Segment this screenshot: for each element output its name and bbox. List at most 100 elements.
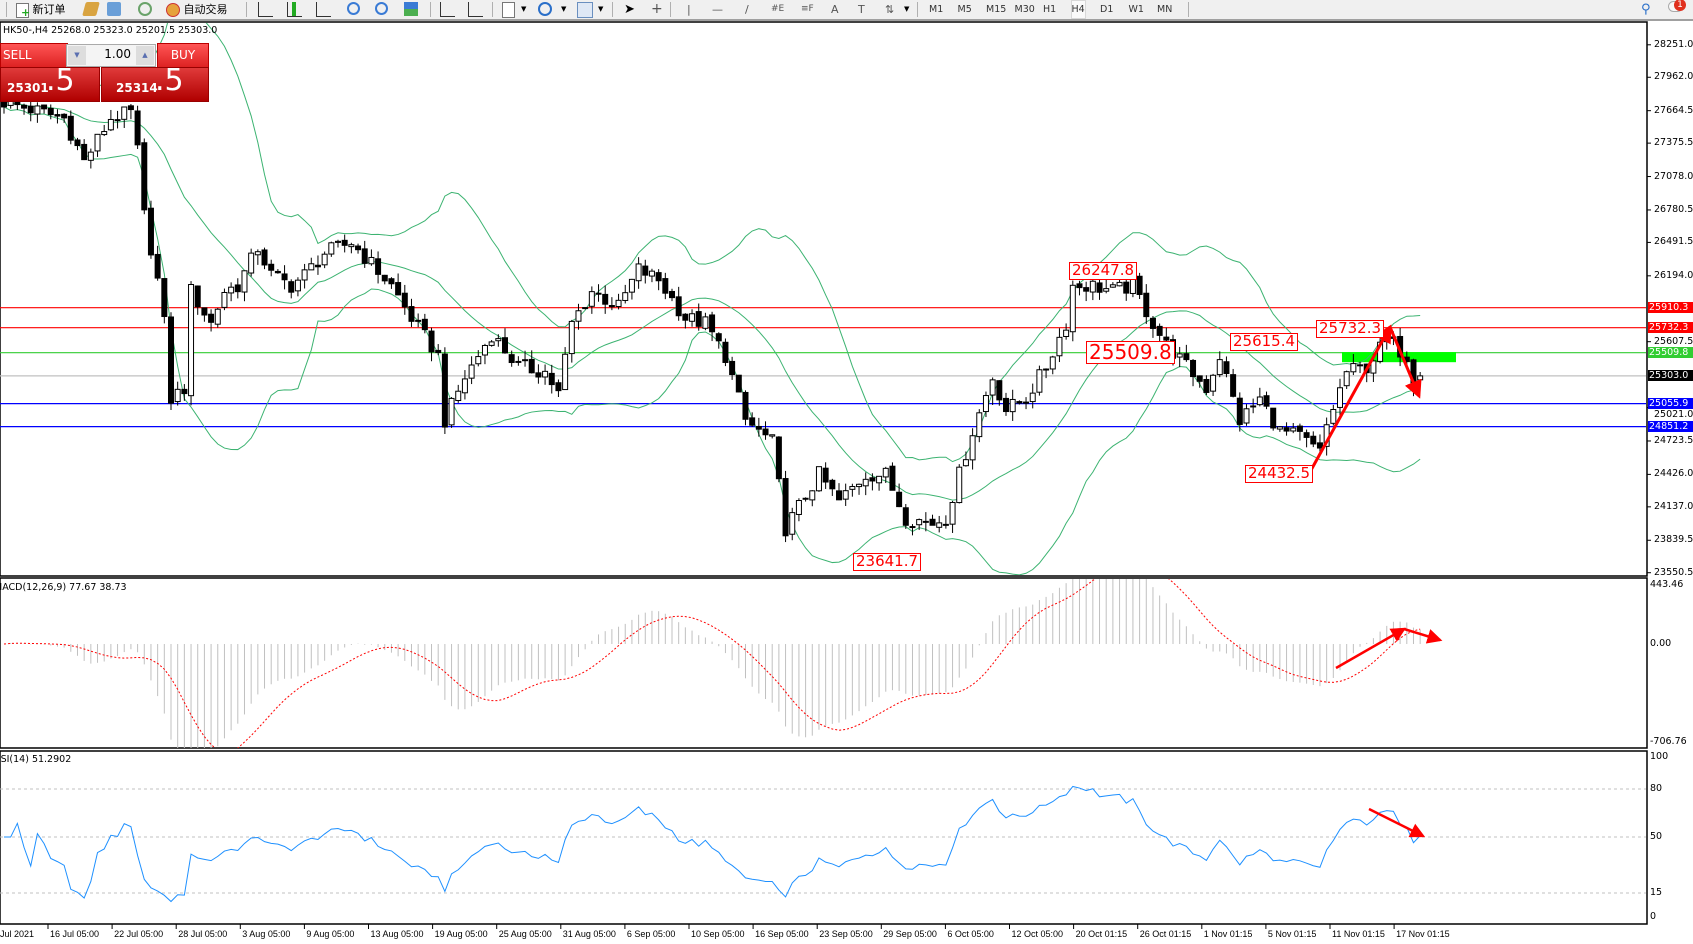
candle [1016,400,1023,405]
price-label-25732-3[interactable]: 25732.3 [1316,320,1385,338]
timeframe-m1[interactable]: M1 [929,4,944,15]
buy-quote[interactable]: 25314 .5 [101,63,209,102]
candle [1350,354,1357,376]
zoom-in-icon[interactable] [347,2,360,15]
price-label-24432-5[interactable]: 24432.5 [1245,465,1314,483]
candle [775,436,782,483]
timeframe-m15[interactable]: M15 [986,4,1007,15]
candle-body [1123,281,1130,294]
price-label-25509-8[interactable]: 25509.8 [1086,341,1175,364]
new-order-button[interactable]: + 新订单 [16,1,66,18]
candle [134,105,141,149]
templates-icon[interactable] [577,2,593,18]
templates-dropdown-icon[interactable]: ▼ [598,5,604,13]
candle [274,269,281,274]
price-label-23641-7[interactable]: 23641.7 [853,553,922,571]
equidistant-channel-icon[interactable]: #E [771,4,785,14]
periods-dropdown-icon[interactable]: ▼ [561,5,567,13]
trend-arrow-down-macd[interactable] [1403,627,1443,644]
candle [81,139,88,161]
auto-trading-button[interactable]: 自动交易 [166,1,228,18]
periods-clock-icon[interactable] [538,2,552,16]
candle-body [1076,283,1083,289]
candle-body [856,483,863,488]
crosshair-icon[interactable]: + [651,1,663,17]
trend-arrow-up-main[interactable] [1308,324,1392,473]
sell-button[interactable]: SELL [0,43,68,68]
price-axis-label: 27078.0 [1654,170,1693,182]
candle [228,282,235,302]
candle-body [562,353,569,391]
candle [528,350,535,374]
indicators-icon[interactable] [502,2,515,18]
timeframe-mn[interactable]: MN [1157,4,1173,15]
horizontal-line-icon[interactable]: — [712,3,723,16]
trend-arrow-down-main[interactable] [1388,326,1422,399]
trendline-icon[interactable]: / [745,3,749,16]
notifications-button[interactable]: 1 [1668,0,1686,17]
candlestick-icon[interactable] [287,2,302,17]
time-axis-label: 16 Jul 05:00 [50,929,100,939]
price-axis-label: 25607.5 [1654,335,1693,347]
candle-body [468,364,475,379]
candle [388,277,395,289]
volume-stepper[interactable]: ▼ 1.00 ▲ [66,44,156,67]
candle [1236,392,1243,432]
cursor-icon[interactable]: ➤ [624,2,635,17]
volume-decrease-button[interactable]: ▼ [68,46,86,65]
sell-price-main: 25301 [7,81,49,95]
navigator-icon[interactable] [138,2,152,16]
candle-body [502,337,508,354]
candle [1243,404,1250,426]
search-icon[interactable]: ⚲ [1641,2,1651,17]
text-icon[interactable]: A [831,3,839,16]
bar-chart-icon[interactable] [258,2,273,17]
candle-body [682,313,689,321]
chart-shift-icon[interactable] [440,2,455,17]
trend-arrow-down-rsi[interactable] [1368,807,1426,838]
volume-increase-button[interactable]: ▲ [136,46,154,65]
candle [181,384,188,401]
candle-body [121,106,128,120]
candle-body [201,307,208,316]
trend-arrow-up-macd[interactable] [1335,627,1407,670]
vertical-line-icon[interactable]: | [687,3,691,16]
arrows-dropdown-icon[interactable]: ▼ [904,5,910,13]
candle [1256,387,1263,407]
candle-body [795,500,802,515]
data-window-icon[interactable] [107,2,121,16]
candle-body [395,282,402,296]
timeframe-d1[interactable]: D1 [1100,4,1114,15]
candle-body [161,278,168,318]
candle [341,234,348,253]
candle-body [695,311,702,327]
price-label-26247-8[interactable]: 26247.8 [1069,262,1138,280]
candle-body [962,459,969,467]
new-order-icon: + [16,2,30,18]
candle-body [648,270,655,277]
timeframe-m5[interactable]: M5 [957,4,972,15]
timeframe-m30[interactable]: M30 [1014,4,1035,15]
timeframe-h1[interactable]: H1 [1043,4,1057,15]
candle [147,200,154,259]
candle [849,483,856,497]
auto-scroll-icon[interactable] [468,2,483,17]
drawn-arrows[interactable] [1308,324,1443,838]
line-chart-icon[interactable] [316,2,331,17]
fibonacci-icon[interactable]: ≡F [801,4,814,14]
price-axis-label: 28251.0 [1654,38,1693,50]
candle [909,524,916,536]
tile-windows-icon[interactable] [404,2,418,16]
sell-quote[interactable]: 25301 .5 [0,63,100,102]
candle-body [775,436,782,480]
timeframe-h4[interactable]: H4 [1070,0,1086,19]
arrows-icon[interactable]: ⇅ [885,3,895,16]
indicators-dropdown-icon[interactable]: ▼ [521,5,527,13]
candle [268,259,275,277]
text-label-icon[interactable]: T [858,3,865,16]
price-label-25615-4[interactable]: 25615.4 [1230,333,1299,351]
zoom-out-icon[interactable] [375,2,388,15]
volume-input[interactable]: 1.00 [104,47,131,61]
timeframe-w1[interactable]: W1 [1128,4,1144,15]
